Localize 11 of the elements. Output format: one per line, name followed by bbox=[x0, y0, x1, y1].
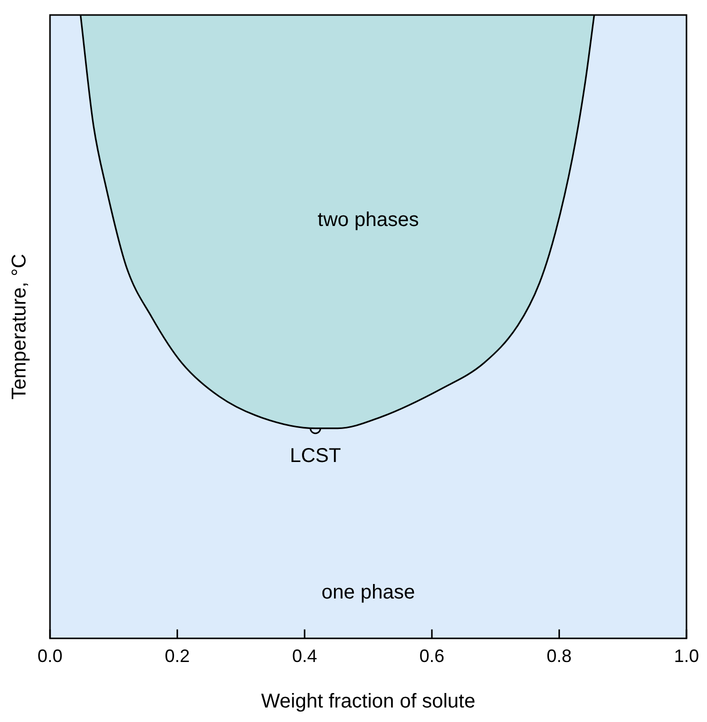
y-axis-title: Temperature, °C bbox=[8, 254, 31, 400]
x-tick-label: 0.2 bbox=[164, 646, 190, 666]
annotation: LCST bbox=[290, 444, 341, 467]
band-label: one phase bbox=[322, 581, 415, 604]
x-axis-title: Weight fraction of solute bbox=[261, 690, 476, 713]
x-tick-label: 1.0 bbox=[674, 646, 700, 666]
x-tick-label: 0.6 bbox=[419, 646, 444, 666]
x-tick-label: 0.0 bbox=[37, 646, 63, 666]
annotation: two phases bbox=[318, 209, 419, 232]
x-tick-label: 0.8 bbox=[546, 646, 572, 666]
x-tick-label: 0.4 bbox=[292, 646, 318, 666]
